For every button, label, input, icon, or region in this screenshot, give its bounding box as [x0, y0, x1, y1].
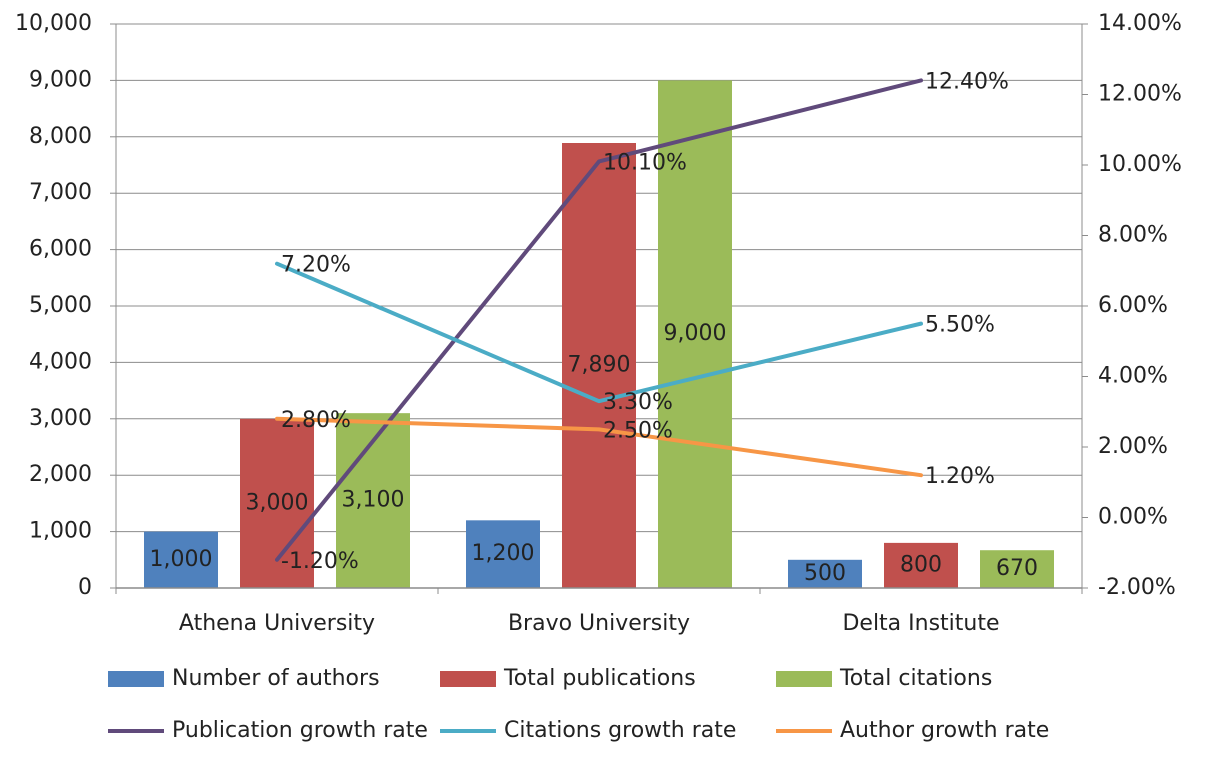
- left-tick-label: 3,000: [29, 406, 92, 431]
- bar-value-label: 670: [996, 556, 1038, 581]
- legend-swatch-author-growth: [776, 728, 832, 733]
- bar: [466, 520, 540, 588]
- bar-value-label: 3,000: [246, 490, 309, 515]
- bar-value-label: 7,890: [568, 353, 631, 378]
- bar: [788, 559, 862, 588]
- legend-label-citations: Total citations: [840, 666, 993, 691]
- bar: [658, 80, 732, 589]
- right-tick-label: 14.00%: [1098, 11, 1182, 36]
- right-tick-label: 10.00%: [1098, 152, 1182, 177]
- line-value-label: 1.20%: [925, 464, 995, 489]
- left-tick-label: 10,000: [15, 11, 92, 36]
- line-value-label: 10.10%: [603, 150, 687, 175]
- left-tick-label: 6,000: [29, 237, 92, 262]
- bar-value-label: 500: [804, 561, 846, 586]
- line-value-label: 5.50%: [925, 313, 995, 338]
- legend-item-authors: Number of authors: [108, 666, 380, 691]
- right-tick-label: 4.00%: [1098, 364, 1168, 389]
- right-tick-label: -2.00%: [1098, 575, 1176, 600]
- right-tick-label: 2.00%: [1098, 434, 1168, 459]
- bar: [980, 550, 1054, 588]
- legend-item-publications: Total publications: [440, 666, 696, 691]
- bar-value-label: 1,000: [150, 547, 213, 572]
- legend-item-author-growth: Author growth rate: [776, 718, 1049, 743]
- right-tick-label: 8.00%: [1098, 223, 1168, 248]
- x-tick-label: Bravo University: [508, 611, 690, 636]
- left-tick-label: 4,000: [29, 349, 92, 374]
- bar-value-label: 9,000: [664, 321, 727, 346]
- left-tick-label: 2,000: [29, 462, 92, 487]
- legend-item-citations: Total citations: [776, 666, 992, 691]
- legend-item-citations-growth: Citations growth rate: [440, 718, 736, 743]
- legend-swatch-citations: [776, 670, 832, 687]
- line-value-label: 3.30%: [603, 390, 673, 415]
- legend-swatch-citations-growth: [440, 728, 496, 733]
- right-tick-label: 6.00%: [1098, 293, 1168, 318]
- legend-label-publications: Total publications: [504, 666, 696, 691]
- x-tick-label: Delta Institute: [842, 611, 999, 636]
- bar-value-label: 1,200: [472, 541, 535, 566]
- legend-label-citations-growth: Citations growth rate: [504, 718, 737, 743]
- legend-label-publication-growth: Publication growth rate: [172, 718, 428, 743]
- left-tick-label: 9,000: [29, 67, 92, 92]
- legend-label-author-growth: Author growth rate: [840, 718, 1050, 743]
- left-tick-label: 0: [78, 575, 92, 600]
- line-series-group: [275, 78, 923, 562]
- left-y-axis: 0 1,000 2,000 3,000 4,000 5,000 6,000 7,000 8,00…: [15, 11, 117, 600]
- legend-swatch-authors: [108, 670, 164, 687]
- x-axis: Athena University Bravo University Delta I…: [115, 587, 1083, 636]
- left-tick-label: 7,000: [29, 180, 92, 205]
- line-value-label: -1.20%: [281, 549, 359, 574]
- bar-data-labels: 1,000 1,200 500 3,000 7,890 800 3,100 9,000 670: [150, 321, 1038, 586]
- right-tick-label: 0.00%: [1098, 505, 1168, 530]
- left-tick-label: 8,000: [29, 124, 92, 149]
- left-tick-label: 1,000: [29, 519, 92, 544]
- legend: Number of authors Total publications Tot…: [108, 662, 1108, 752]
- bar: [884, 542, 958, 588]
- bar: [562, 143, 636, 588]
- bar: [144, 531, 218, 588]
- right-tick-label: 12.00%: [1098, 82, 1182, 107]
- line-data-labels: -1.20% 10.10% 12.40% 7.20% 3.30% 5.50% 2.80% 2.…: [281, 69, 1009, 573]
- growth-line: [275, 78, 923, 562]
- growth-line: [275, 416, 923, 478]
- line-value-label: 7.20%: [281, 253, 351, 278]
- legend-swatch-publication-growth: [108, 728, 164, 733]
- line-value-label: 2.80%: [281, 408, 351, 433]
- right-y-axis: -2.00% 0.00% 2.00% 4.00% 6.00% 8.00% 10.00% 12.…: [1081, 11, 1182, 600]
- bar-series-group: [144, 80, 1054, 589]
- combo-chart: 0 1,000 2,000 3,000 4,000 5,000 6,000 7,000 8,00…: [15, 11, 1182, 636]
- growth-line: [275, 261, 923, 404]
- legend-item-publication-growth: Publication growth rate: [108, 718, 428, 743]
- legend-label-authors: Number of authors: [172, 666, 380, 691]
- left-tick-label: 5,000: [29, 293, 92, 318]
- line-value-label: 2.50%: [603, 418, 673, 443]
- x-tick-label: Athena University: [179, 611, 375, 636]
- bar-value-label: 800: [900, 552, 942, 577]
- line-value-label: 12.40%: [925, 69, 1009, 94]
- bar-value-label: 3,100: [342, 488, 405, 513]
- legend-swatch-publications: [440, 670, 496, 687]
